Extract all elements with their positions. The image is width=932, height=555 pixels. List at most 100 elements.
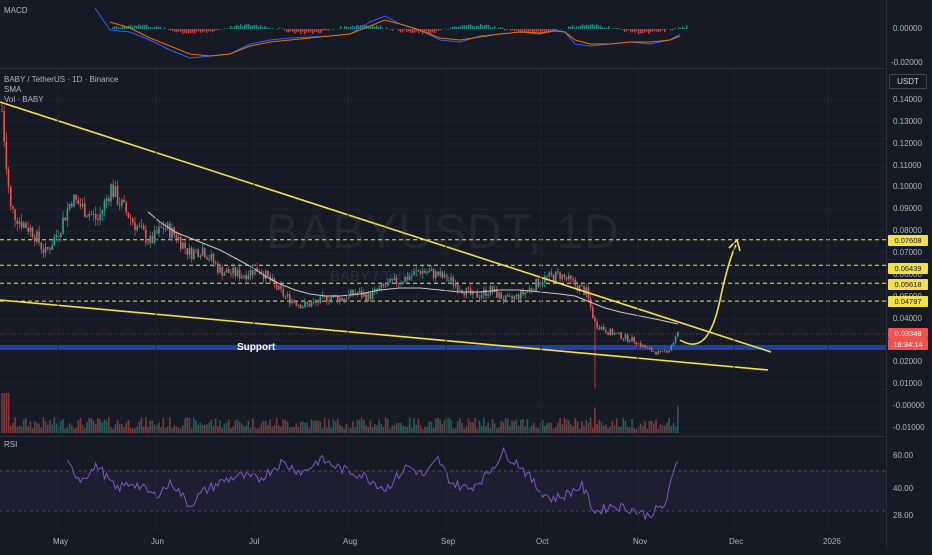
rsi-separator[interactable] [0,436,932,437]
candle-body [481,295,483,298]
macd-histogram-bar [434,29,435,33]
volume-bar [599,420,601,433]
volume-bar [664,425,666,433]
candle-body [234,268,236,276]
volume-bar [524,426,526,433]
macd-histogram-bar [498,28,499,29]
volume-bar [82,425,84,433]
volume-bar [117,420,119,433]
macd-histogram-bar [306,29,307,33]
x-label-jun: Jun [151,537,164,546]
volume-bar [657,429,659,433]
macd-histogram-bar [460,26,461,29]
volume-bar [16,427,18,433]
volume-bar [437,418,439,433]
candle-body [548,272,550,276]
candle-body [267,271,269,276]
volume-bar [252,419,254,433]
volume-bar [139,421,141,433]
candle-body [239,270,241,279]
macd-histogram-bar [296,29,297,32]
macd-histogram-bar [458,27,459,29]
volume-bar [34,421,36,433]
macd-histogram-bar [222,29,223,30]
candle-body [516,294,518,296]
volume-bar [97,418,99,433]
candle-body [535,279,537,291]
price-tick: 0.09000 [893,204,922,213]
candle-body [631,337,633,342]
macd-histogram-bar [506,29,507,30]
macd-histogram-bar [256,25,257,29]
macd-histogram-bar [148,27,149,29]
macd-histogram-bar [196,29,197,31]
volume-bar [75,428,77,433]
volume-bar [370,420,372,433]
candle-body [492,286,494,292]
macd-histogram-bar [686,25,687,29]
macd-histogram-bar [376,25,377,29]
volume-bar [267,425,269,433]
macd-histogram-bar [386,27,387,29]
macd-histogram-bar [600,26,601,29]
volume-legend[interactable]: Vol · BABY [4,95,118,105]
macd-histogram-bar [382,28,383,29]
macd-histogram-bar [282,28,283,29]
volume-bar [206,424,208,433]
chart-canvas[interactable] [0,0,886,550]
volume-bar [372,427,374,433]
volume-bar [208,423,210,433]
candle-body [300,305,302,309]
volume-bar [616,418,618,433]
macd-histogram-bar [328,29,329,30]
macd-histogram-bar [404,29,405,30]
candle-body [666,351,668,353]
volume-bar [276,418,278,433]
volume-bar [158,423,160,433]
volume-bar [317,421,319,433]
volume-bar [163,418,165,433]
macd-separator[interactable] [0,68,932,69]
candle-body [219,267,221,273]
macd-histogram-bar [216,29,217,30]
volume-bar [402,426,404,433]
volume-bar [313,421,315,433]
volume-bar [381,424,383,433]
candle-body [649,348,651,349]
plot-area[interactable]: MACD BABY / TetherUS · 1D · Binance SMA … [0,0,886,550]
macd-histogram-bar [466,25,467,29]
macd-histogram-bar [174,29,175,32]
sma-legend[interactable]: SMA [4,85,118,95]
symbol-title[interactable]: BABY / TetherUS · 1D · Binance [4,75,118,85]
macd-histogram-bar [414,29,415,33]
candle-body [616,333,618,334]
macd-histogram-bar [118,27,119,29]
candle-body [243,275,245,276]
volume-bar [123,427,125,433]
currency-selector-button[interactable]: USDT [889,74,927,89]
volume-bar [282,419,284,433]
macd-histogram-bar [230,26,231,29]
macd-histogram-bar [262,27,263,29]
macd-histogram-bar [536,29,537,32]
volume-bar [189,418,191,433]
macd-histogram-bar [352,26,353,29]
macd-histogram-bar [432,29,433,32]
macd-histogram-bar [324,29,325,30]
candle-body [673,342,675,345]
macd-histogram-bar [284,29,285,30]
macd-histogram-bar [480,24,481,29]
volume-bar [78,420,80,433]
volume-bar [614,425,616,433]
candle-body [230,273,232,274]
volume-bar [14,417,16,433]
macd-histogram-bar [428,29,429,33]
candle-body [289,295,291,304]
candle-body [252,270,254,275]
macd-histogram-bar [348,27,349,29]
macd-histogram-bar [320,29,321,33]
macd-histogram-bar [504,29,505,30]
volume-bar [178,428,180,433]
candle-body [551,272,553,274]
volume-bar [607,429,609,433]
